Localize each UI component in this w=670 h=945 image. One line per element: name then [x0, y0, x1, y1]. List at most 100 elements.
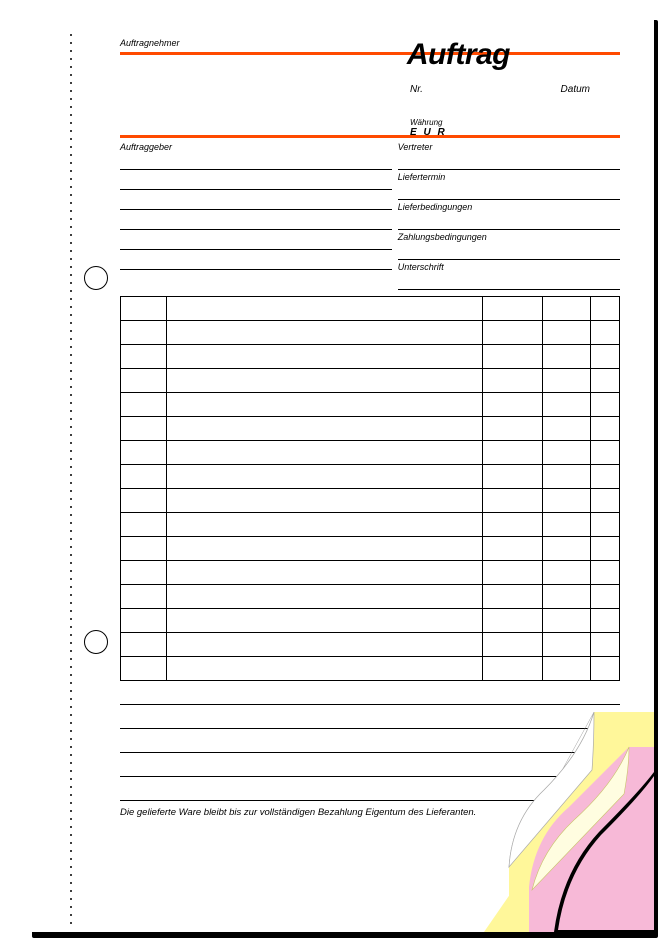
table-cell[interactable] — [543, 537, 591, 560]
table-cell[interactable] — [121, 561, 167, 584]
table-row[interactable] — [121, 417, 619, 441]
table-row[interactable] — [121, 489, 619, 513]
table-cell[interactable] — [483, 561, 543, 584]
table-cell[interactable] — [543, 321, 591, 344]
client-line[interactable] — [120, 210, 392, 230]
table-row[interactable] — [121, 657, 619, 681]
table-cell[interactable] — [591, 441, 619, 464]
table-cell[interactable] — [167, 537, 483, 560]
table-row[interactable] — [121, 561, 619, 585]
table-cell[interactable] — [167, 321, 483, 344]
table-cell[interactable] — [483, 633, 543, 656]
table-cell[interactable] — [591, 489, 619, 512]
table-cell[interactable] — [121, 609, 167, 632]
table-cell[interactable] — [591, 345, 619, 368]
table-cell[interactable] — [167, 609, 483, 632]
table-row[interactable] — [121, 321, 619, 345]
table-cell[interactable] — [121, 489, 167, 512]
right-field-line[interactable] — [398, 180, 620, 200]
table-cell[interactable] — [121, 657, 167, 680]
table-cell[interactable] — [167, 585, 483, 608]
table-cell[interactable] — [483, 297, 543, 320]
table-row[interactable] — [121, 441, 619, 465]
table-row[interactable] — [121, 513, 619, 537]
table-cell[interactable] — [121, 417, 167, 440]
table-cell[interactable] — [591, 369, 619, 392]
table-cell[interactable] — [543, 633, 591, 656]
table-cell[interactable] — [121, 537, 167, 560]
table-cell[interactable] — [591, 513, 619, 536]
table-cell[interactable] — [483, 609, 543, 632]
right-field-line[interactable] — [398, 150, 620, 170]
table-cell[interactable] — [121, 369, 167, 392]
table-cell[interactable] — [543, 441, 591, 464]
table-cell[interactable] — [483, 513, 543, 536]
right-field-line[interactable] — [398, 270, 620, 290]
table-cell[interactable] — [543, 297, 591, 320]
table-cell[interactable] — [483, 321, 543, 344]
client-line[interactable] — [120, 150, 392, 170]
table-cell[interactable] — [167, 345, 483, 368]
table-cell[interactable] — [121, 585, 167, 608]
table-cell[interactable] — [591, 537, 619, 560]
table-cell[interactable] — [167, 417, 483, 440]
table-cell[interactable] — [483, 417, 543, 440]
table-cell[interactable] — [591, 321, 619, 344]
table-cell[interactable] — [483, 537, 543, 560]
table-cell[interactable] — [121, 345, 167, 368]
table-cell[interactable] — [543, 609, 591, 632]
table-cell[interactable] — [591, 633, 619, 656]
table-cell[interactable] — [167, 561, 483, 584]
table-cell[interactable] — [121, 297, 167, 320]
table-cell[interactable] — [483, 369, 543, 392]
table-cell[interactable] — [483, 585, 543, 608]
right-field-line[interactable] — [398, 210, 620, 230]
table-cell[interactable] — [167, 297, 483, 320]
table-cell[interactable] — [483, 489, 543, 512]
table-cell[interactable] — [121, 465, 167, 488]
table-cell[interactable] — [591, 297, 619, 320]
table-cell[interactable] — [121, 441, 167, 464]
table-cell[interactable] — [543, 369, 591, 392]
table-row[interactable] — [121, 369, 619, 393]
table-cell[interactable] — [543, 417, 591, 440]
table-cell[interactable] — [543, 657, 591, 680]
table-cell[interactable] — [167, 393, 483, 416]
table-cell[interactable] — [543, 513, 591, 536]
trailing-line[interactable] — [120, 681, 620, 705]
table-cell[interactable] — [167, 369, 483, 392]
table-cell[interactable] — [591, 393, 619, 416]
client-line[interactable] — [120, 230, 392, 250]
table-cell[interactable] — [543, 585, 591, 608]
table-cell[interactable] — [121, 321, 167, 344]
table-cell[interactable] — [167, 465, 483, 488]
table-cell[interactable] — [121, 513, 167, 536]
table-row[interactable] — [121, 465, 619, 489]
table-cell[interactable] — [483, 345, 543, 368]
table-cell[interactable] — [167, 489, 483, 512]
client-line[interactable] — [120, 170, 392, 190]
table-cell[interactable] — [483, 393, 543, 416]
table-cell[interactable] — [167, 633, 483, 656]
table-cell[interactable] — [591, 561, 619, 584]
table-cell[interactable] — [167, 441, 483, 464]
table-cell[interactable] — [543, 465, 591, 488]
table-cell[interactable] — [483, 441, 543, 464]
table-cell[interactable] — [591, 609, 619, 632]
table-cell[interactable] — [483, 465, 543, 488]
table-cell[interactable] — [591, 417, 619, 440]
table-cell[interactable] — [167, 513, 483, 536]
table-cell[interactable] — [543, 489, 591, 512]
table-row[interactable] — [121, 393, 619, 417]
table-row[interactable] — [121, 585, 619, 609]
table-cell[interactable] — [543, 393, 591, 416]
client-line[interactable] — [120, 190, 392, 210]
table-cell[interactable] — [543, 561, 591, 584]
table-cell[interactable] — [121, 393, 167, 416]
table-cell[interactable] — [167, 657, 483, 680]
table-row[interactable] — [121, 609, 619, 633]
right-field-line[interactable] — [398, 240, 620, 260]
table-row[interactable] — [121, 633, 619, 657]
table-row[interactable] — [121, 537, 619, 561]
table-row[interactable] — [121, 345, 619, 369]
